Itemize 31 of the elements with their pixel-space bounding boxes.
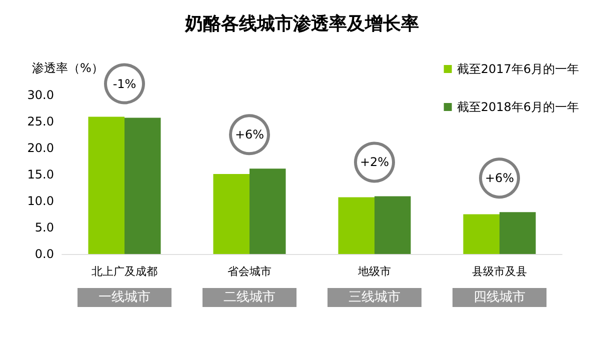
annotation: +6% (234, 128, 264, 142)
x-tick-label: 省会城市 (228, 265, 272, 278)
text: 一线城市 (98, 290, 150, 305)
y-tick-label: 20.0 (27, 141, 54, 155)
bar (374, 196, 411, 254)
bar (213, 174, 250, 254)
annotation: +6% (484, 171, 514, 186)
bar (250, 168, 286, 254)
y-tick-label: 0.0 (34, 247, 54, 261)
x-tick-label: 北上广及成都 (92, 265, 158, 278)
y-tick-label: 5.0 (34, 220, 54, 234)
text: 三线城市 (348, 290, 400, 305)
chart-title: 奶酪各线城市渗透率及增长率 (184, 14, 419, 34)
y-tick-label: 10.0 (27, 194, 54, 208)
text: 二线城市 (224, 290, 276, 305)
annotation: -1% (112, 76, 136, 91)
bar (500, 212, 536, 254)
bar (463, 214, 500, 254)
y-tick-label: 30.0 (27, 88, 54, 102)
text: 四线城市 (474, 290, 526, 305)
bar (338, 197, 374, 254)
y-tick-label: 15.0 (27, 168, 54, 182)
legend-label: 截至2017年6月的一年 (456, 62, 580, 76)
x-tick-label: 县级市及县 (472, 265, 527, 278)
annotation: +2% (360, 155, 390, 170)
x-tick-label: 地级市 (357, 265, 391, 278)
y-axis-title: 渗透率（%） (32, 61, 104, 75)
bar (88, 116, 124, 254)
y-tick-label: 25.0 (27, 114, 54, 128)
legend-label: 截至2018年6月的一年 (456, 100, 580, 114)
bar (124, 118, 161, 254)
